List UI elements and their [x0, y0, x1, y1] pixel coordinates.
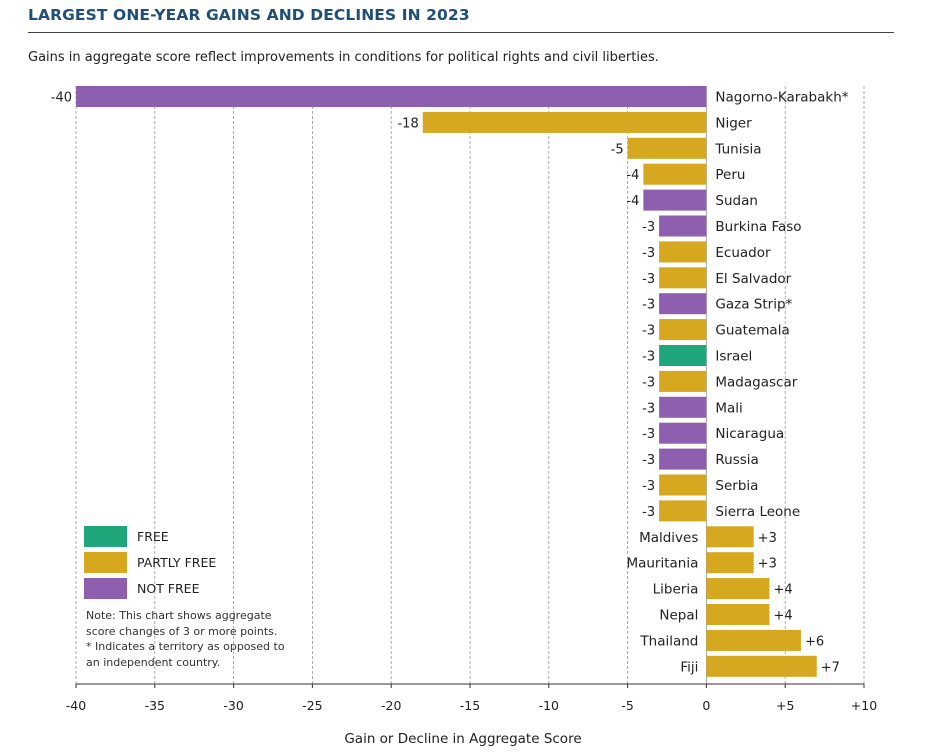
- bar: [706, 655, 817, 677]
- x-tick-label: -40: [66, 698, 86, 713]
- legend-swatch-not-free: [84, 577, 127, 599]
- chart-subtitle: Gains in aggregate score reflect improve…: [28, 50, 659, 65]
- legend-label-partly-free: PARTLY FREE: [137, 554, 217, 570]
- x-tick-label: -30: [223, 698, 243, 713]
- bar: [706, 604, 770, 625]
- note-aggregate: Note: This chart shows aggregate score c…: [86, 609, 278, 638]
- x-tick-label: +5: [776, 698, 794, 713]
- category-label: Thailand: [639, 633, 698, 649]
- bar: [422, 111, 707, 133]
- category-label: Israel: [715, 349, 752, 365]
- value-label: +7: [821, 660, 840, 675]
- value-label: -3: [642, 324, 655, 339]
- bar: [659, 345, 707, 366]
- bar: [706, 552, 754, 574]
- category-label: Russia: [715, 452, 758, 468]
- category-label: Sudan: [715, 193, 758, 209]
- legend-item-partly-free: PARTLY FREE: [84, 549, 216, 575]
- bar: [643, 163, 707, 185]
- category-label: Madagascar: [715, 374, 797, 390]
- bar: [659, 293, 707, 315]
- legend-label-free: FREE: [137, 528, 169, 544]
- value-label: +4: [773, 609, 792, 624]
- chart-note: Note: This chart shows aggregate score c…: [86, 608, 301, 670]
- value-label: -3: [642, 298, 655, 313]
- bar: [659, 396, 707, 418]
- title-divider: [28, 32, 894, 33]
- category-label: El Salvador: [715, 271, 791, 287]
- value-label: -3: [642, 479, 655, 494]
- x-tick-label: -35: [145, 698, 165, 713]
- bar: [706, 526, 754, 548]
- category-label: Nagorno-Karabakh*: [715, 90, 848, 106]
- bar: [706, 629, 801, 651]
- category-label: Niger: [715, 115, 752, 131]
- category-label: Guatemala: [715, 323, 789, 339]
- category-label: Tunisia: [714, 141, 761, 157]
- value-label: -4: [626, 194, 639, 209]
- x-axis-label: Gain or Decline in Aggregate Score: [344, 731, 581, 747]
- value-label: -5: [611, 142, 624, 157]
- category-label: Liberia: [653, 582, 699, 598]
- category-label: Sierra Leone: [715, 504, 800, 520]
- category-label: Gaza Strip*: [715, 297, 792, 313]
- x-tick-label: -15: [460, 698, 480, 713]
- legend-swatch-free: [84, 525, 127, 547]
- bar: [659, 241, 707, 263]
- value-label: +4: [773, 583, 792, 598]
- bar: [659, 448, 707, 470]
- legend-item-free: FREE: [84, 523, 216, 549]
- bar: [627, 137, 707, 159]
- category-label: Peru: [715, 167, 745, 183]
- x-tick-label: -5: [621, 698, 633, 713]
- value-label: -3: [642, 220, 655, 235]
- category-label: Maldives: [639, 530, 698, 546]
- category-label: Mali: [715, 400, 742, 416]
- value-label: +3: [758, 557, 777, 572]
- value-label: -3: [642, 427, 655, 442]
- category-label: Burkina Faso: [715, 219, 801, 235]
- bar: [706, 578, 770, 600]
- note-territory: * Indicates a territory as opposed to an…: [86, 640, 285, 669]
- bar: [643, 189, 707, 211]
- x-tick-label: 0: [702, 698, 710, 713]
- bar: [659, 500, 707, 522]
- value-label: -3: [642, 246, 655, 261]
- legend: FREE PARTLY FREE NOT FREE: [84, 523, 216, 601]
- value-label: -3: [642, 505, 655, 520]
- legend-item-not-free: NOT FREE: [84, 575, 216, 601]
- value-label: -4: [626, 168, 639, 183]
- bar: [659, 319, 707, 341]
- bar: [659, 422, 707, 444]
- chart-title: LARGEST ONE-YEAR GAINS AND DECLINES IN 2…: [28, 6, 470, 24]
- x-tick-label: -10: [539, 698, 559, 713]
- x-tick-label: +10: [851, 698, 877, 713]
- bar: [76, 86, 707, 107]
- value-label: +6: [805, 634, 824, 649]
- category-label: Fiji: [680, 659, 698, 675]
- category-label: Ecuador: [715, 245, 771, 261]
- bar: [659, 267, 707, 289]
- category-label: Nicaragua: [715, 426, 784, 442]
- value-label: -3: [642, 453, 655, 468]
- category-label: Mauritania: [626, 556, 698, 572]
- category-label: Serbia: [715, 478, 758, 494]
- bar: [659, 370, 707, 392]
- x-tick-label: -25: [302, 698, 322, 713]
- value-label: -40: [51, 91, 72, 106]
- legend-swatch-partly-free: [84, 551, 127, 573]
- legend-label-not-free: NOT FREE: [137, 580, 200, 596]
- x-tick-label: -20: [381, 698, 401, 713]
- value-label: +3: [758, 531, 777, 546]
- bar: [659, 474, 707, 496]
- value-label: -3: [642, 272, 655, 287]
- value-label: -3: [642, 401, 655, 416]
- value-label: -3: [642, 375, 655, 390]
- category-label: Nepal: [659, 608, 698, 624]
- value-label: -3: [642, 350, 655, 365]
- bar: [659, 215, 707, 237]
- value-label: -18: [397, 116, 418, 131]
